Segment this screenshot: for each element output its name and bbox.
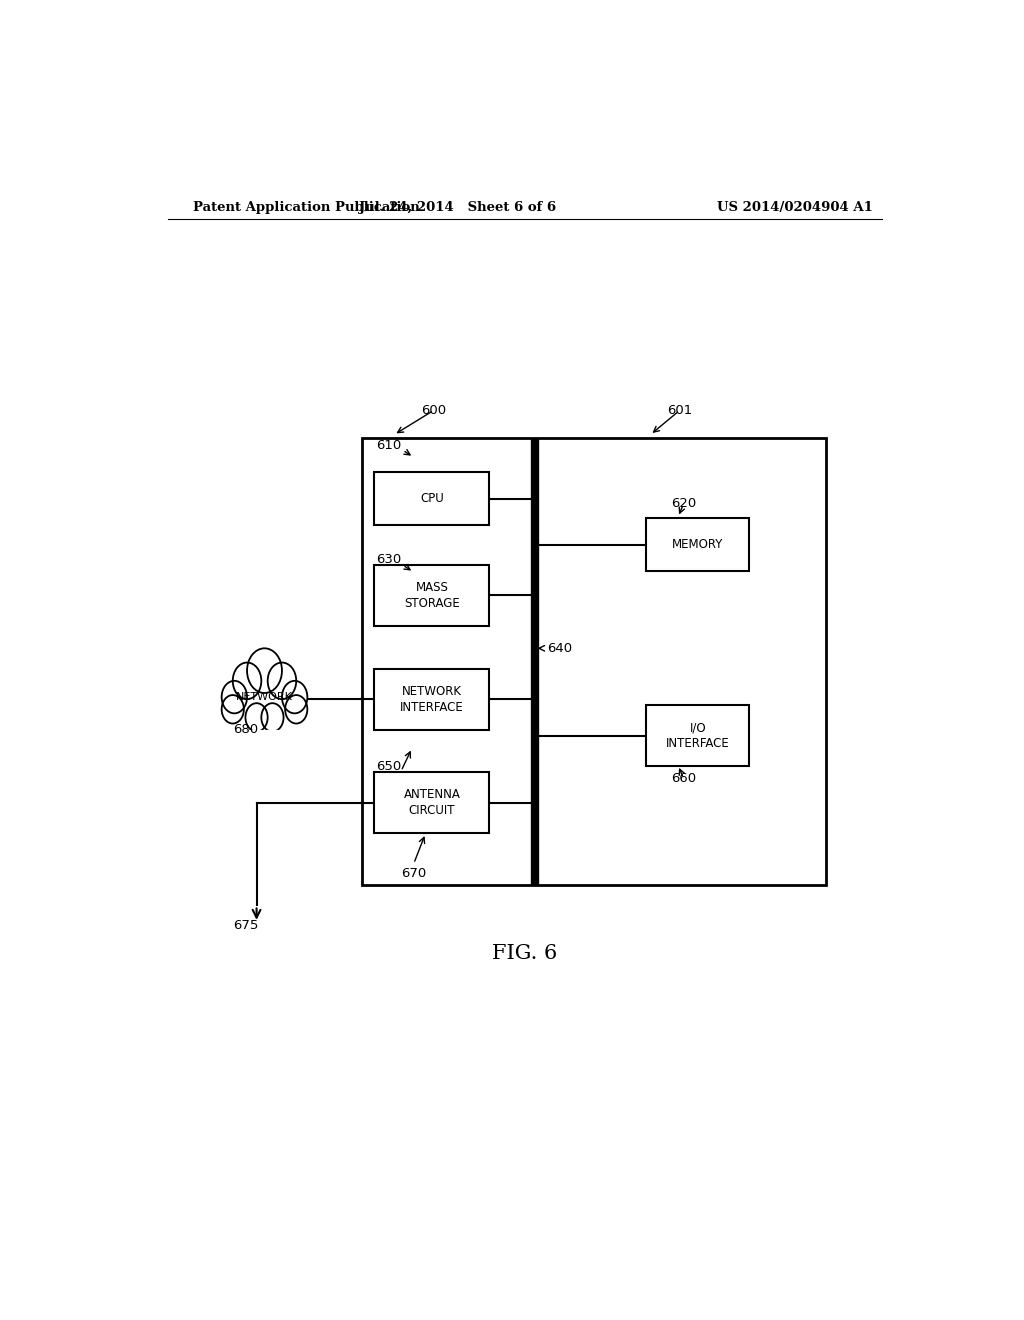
- Ellipse shape: [261, 704, 284, 731]
- Text: Patent Application Publication: Patent Application Publication: [194, 201, 420, 214]
- Bar: [375, 473, 489, 525]
- Ellipse shape: [246, 704, 267, 731]
- Text: NETWORK: NETWORK: [237, 692, 293, 702]
- Ellipse shape: [221, 696, 244, 723]
- Text: I/O
INTERFACE: I/O INTERFACE: [666, 721, 730, 750]
- Text: 670: 670: [401, 867, 426, 880]
- Text: 650: 650: [376, 760, 401, 772]
- Bar: [375, 772, 489, 833]
- Ellipse shape: [282, 681, 307, 713]
- Bar: [375, 565, 489, 626]
- Text: MASS
STORAGE: MASS STORAGE: [404, 581, 460, 610]
- Text: MEMORY: MEMORY: [672, 539, 724, 552]
- Bar: [375, 669, 489, 730]
- Text: 600: 600: [421, 404, 446, 417]
- Ellipse shape: [247, 648, 282, 693]
- Bar: [646, 705, 750, 766]
- Text: ANTENNA
CIRCUIT: ANTENNA CIRCUIT: [403, 788, 461, 817]
- Ellipse shape: [267, 663, 296, 700]
- Text: 620: 620: [671, 498, 696, 511]
- Text: FIG. 6: FIG. 6: [493, 944, 557, 962]
- Text: 660: 660: [671, 772, 696, 785]
- Text: 675: 675: [232, 919, 258, 932]
- Bar: [646, 519, 750, 572]
- Ellipse shape: [221, 681, 247, 713]
- Text: 610: 610: [376, 438, 401, 451]
- Text: 630: 630: [376, 553, 401, 566]
- Text: CPU: CPU: [420, 492, 443, 506]
- Ellipse shape: [226, 676, 303, 730]
- Text: 601: 601: [667, 404, 692, 417]
- Text: 680: 680: [232, 723, 258, 737]
- Text: NETWORK
INTERFACE: NETWORK INTERFACE: [400, 685, 464, 714]
- Ellipse shape: [285, 696, 307, 723]
- Bar: [362, 438, 826, 886]
- Text: Jul. 24, 2014   Sheet 6 of 6: Jul. 24, 2014 Sheet 6 of 6: [358, 201, 556, 214]
- Ellipse shape: [232, 663, 261, 700]
- Text: US 2014/0204904 A1: US 2014/0204904 A1: [717, 201, 872, 214]
- Text: 640: 640: [547, 642, 572, 655]
